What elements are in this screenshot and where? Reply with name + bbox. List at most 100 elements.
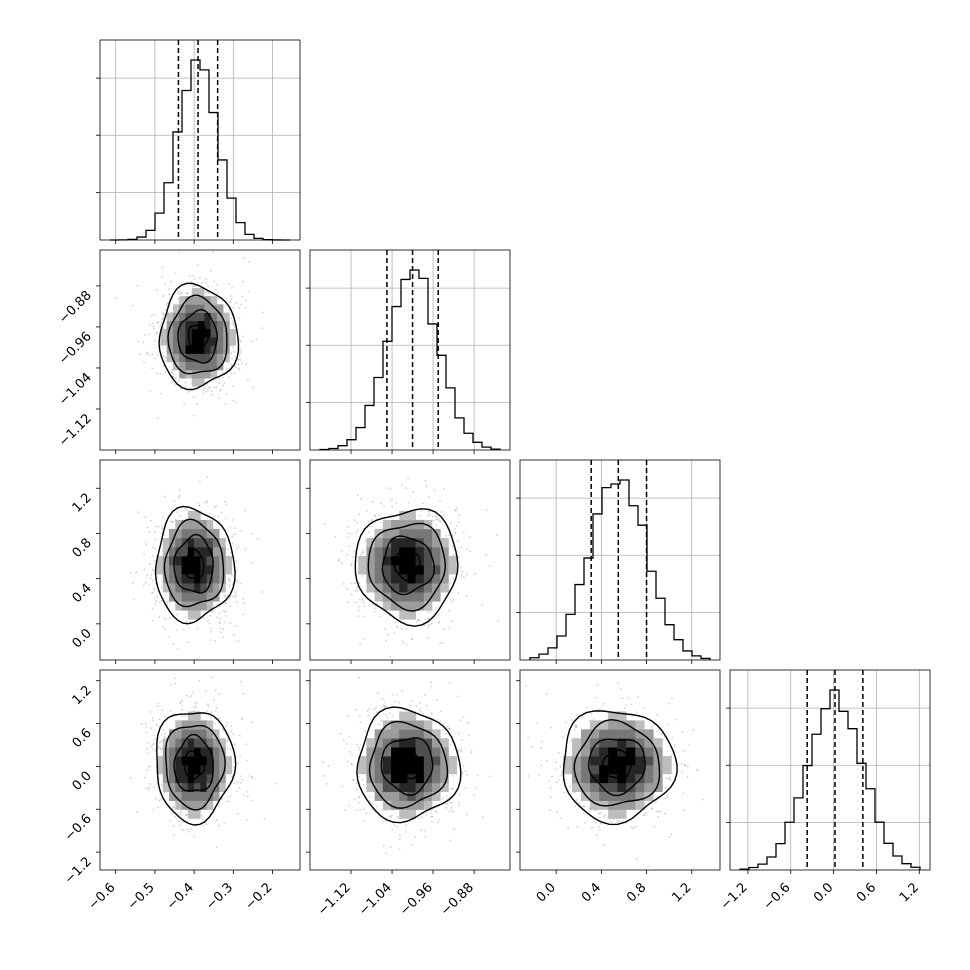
- density-cell: [169, 738, 176, 748]
- scatter-point: [219, 617, 222, 620]
- density-cell: [172, 345, 180, 354]
- scatter-point: [367, 531, 370, 534]
- scatter-point: [237, 367, 240, 370]
- scatter-point: [174, 682, 176, 685]
- density-cell: [432, 592, 441, 602]
- density-cell: [399, 565, 408, 575]
- density-cell: [440, 583, 449, 593]
- scatter-point: [166, 304, 168, 307]
- scatter-point: [206, 710, 209, 712]
- scatter-point: [236, 581, 239, 584]
- histogram-panel-2: [516, 459, 721, 664]
- contour-line: [393, 749, 421, 780]
- scatter-point: [660, 726, 663, 729]
- scatter-point: [449, 839, 452, 842]
- scatter-point: [192, 691, 195, 694]
- scatter-point: [153, 569, 155, 572]
- scatter-point: [208, 385, 210, 388]
- scatter-point: [207, 704, 210, 707]
- scatter-point: [218, 620, 221, 623]
- scatter-point: [362, 808, 365, 811]
- scatter-point: [212, 515, 215, 518]
- scatter-point: [172, 375, 175, 378]
- scatter-point: [356, 585, 359, 588]
- scatter-point: [176, 511, 179, 513]
- density-cell: [219, 756, 226, 766]
- density-cell: [181, 592, 189, 602]
- histogram-panel-0: [96, 39, 301, 244]
- scatter-point: [588, 720, 591, 722]
- scatter-point: [375, 602, 378, 605]
- density-cell: [194, 782, 201, 793]
- density-cell: [187, 747, 195, 757]
- density-cell: [608, 773, 618, 784]
- density-cell: [407, 791, 416, 801]
- density-cell: [415, 592, 425, 602]
- scatter-point: [346, 536, 349, 539]
- scatter-point: [350, 763, 353, 766]
- scatter-point: [154, 596, 156, 599]
- scatter-point: [178, 494, 181, 497]
- scatter-point: [681, 731, 684, 733]
- density-cell: [626, 747, 636, 757]
- scatter-point: [599, 817, 601, 819]
- density-cell: [423, 547, 433, 557]
- scatter-point: [229, 794, 232, 797]
- scatter-point: [194, 285, 197, 287]
- density-cell: [175, 574, 182, 584]
- scatter-point: [576, 714, 579, 716]
- scatter-point: [157, 806, 160, 809]
- density-cell: [206, 592, 214, 602]
- contour-line: [380, 737, 434, 797]
- scatter-point: [231, 384, 234, 387]
- density-cell: [374, 747, 384, 757]
- density-cell: [200, 773, 207, 784]
- density-cell: [635, 773, 645, 784]
- scatter-point: [237, 544, 240, 547]
- scatter-point: [373, 610, 376, 613]
- scatter-point: [201, 818, 204, 820]
- scatter-point: [223, 822, 226, 825]
- density-cell: [187, 765, 195, 775]
- scatter-point: [455, 524, 458, 527]
- density-cell: [407, 528, 416, 539]
- scatter-point: [451, 787, 454, 790]
- scatter-point: [575, 726, 578, 728]
- scatter-point: [184, 385, 187, 388]
- scatter-point: [617, 682, 620, 685]
- density-cell: [206, 720, 214, 730]
- density-cell: [162, 583, 170, 593]
- scatter-point: [393, 632, 396, 634]
- density-cell: [206, 773, 214, 784]
- density-cell: [210, 304, 218, 313]
- density-cell: [382, 565, 392, 575]
- density-cell: [399, 583, 408, 593]
- scatter-point: [214, 288, 217, 291]
- density-cell: [204, 345, 211, 354]
- scatter-point: [701, 798, 704, 801]
- scatter-point: [171, 521, 174, 523]
- contour-line: [573, 718, 661, 807]
- contour-line: [154, 505, 236, 625]
- scatter-point: [168, 293, 171, 295]
- scatter-point: [221, 798, 223, 800]
- density-cell: [581, 773, 591, 784]
- density-cell: [156, 565, 164, 575]
- scatter-point: [192, 414, 195, 417]
- density-cell: [212, 738, 220, 748]
- density-cell: [210, 361, 218, 371]
- density-cell: [194, 773, 201, 784]
- density-cell: [194, 800, 201, 810]
- histogram-step: [319, 269, 501, 451]
- scatter-point: [261, 327, 263, 330]
- scatter-point: [420, 816, 423, 819]
- density-cell: [617, 800, 627, 810]
- scatter-point: [452, 810, 454, 813]
- scatter-point: [193, 396, 195, 399]
- contour-line: [356, 706, 462, 824]
- scatter-point: [160, 392, 162, 395]
- density-cell: [172, 328, 180, 338]
- density-cell: [187, 592, 195, 602]
- scatter-point: [240, 303, 242, 306]
- density-cell: [169, 756, 176, 766]
